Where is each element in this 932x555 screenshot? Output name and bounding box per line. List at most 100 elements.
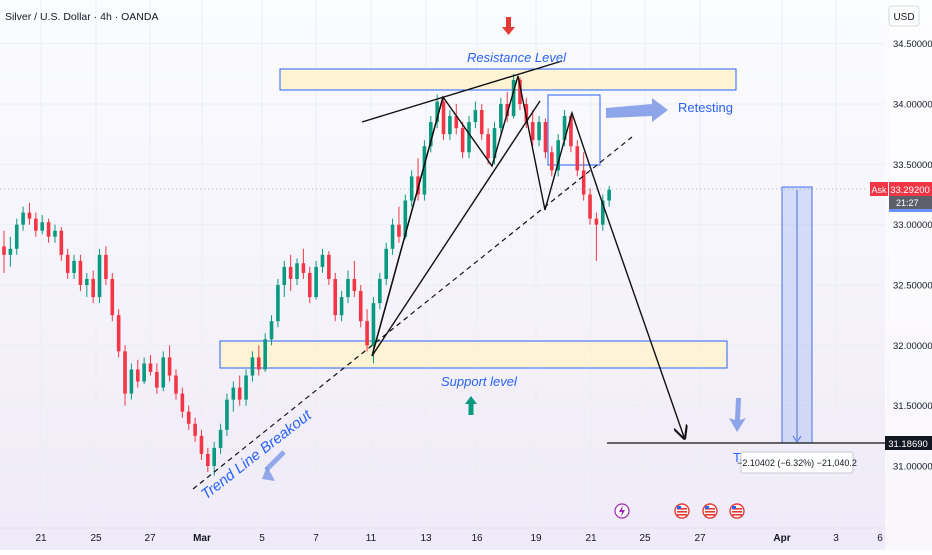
candle-body[interactable] bbox=[409, 176, 414, 201]
candle-body[interactable] bbox=[320, 254, 325, 267]
candle-body[interactable] bbox=[371, 303, 376, 346]
candle-body[interactable] bbox=[155, 371, 159, 388]
candle-body[interactable] bbox=[276, 285, 280, 322]
candle-body[interactable] bbox=[2, 246, 6, 255]
candle-body[interactable] bbox=[161, 357, 166, 388]
candle-body[interactable] bbox=[390, 224, 395, 249]
candle-body[interactable] bbox=[135, 369, 140, 382]
candle-body[interactable] bbox=[231, 387, 236, 400]
candle-body[interactable] bbox=[14, 224, 19, 249]
candle-body[interactable] bbox=[479, 110, 484, 135]
candle-body[interactable] bbox=[193, 423, 197, 436]
candle-body[interactable] bbox=[199, 435, 204, 454]
candle-body[interactable] bbox=[269, 321, 274, 340]
candle-body[interactable] bbox=[435, 101, 439, 123]
flash-event-icon[interactable] bbox=[614, 503, 630, 519]
candle-body[interactable] bbox=[550, 152, 554, 171]
candle-body[interactable] bbox=[85, 278, 89, 285]
candle-body[interactable] bbox=[288, 266, 293, 279]
retesting-label[interactable]: Retesting bbox=[678, 100, 733, 115]
candle-body[interactable] bbox=[460, 128, 465, 153]
candle-body[interactable] bbox=[282, 266, 287, 285]
candle-body[interactable] bbox=[65, 254, 70, 273]
candle-body[interactable] bbox=[594, 218, 599, 225]
candle-body[interactable] bbox=[530, 122, 535, 141]
candle-body[interactable] bbox=[365, 321, 369, 346]
candle-body[interactable] bbox=[441, 101, 446, 135]
candle-body[interactable] bbox=[562, 116, 567, 141]
retest-box[interactable] bbox=[547, 94, 601, 166]
candle-body[interactable] bbox=[34, 218, 38, 231]
candle-body[interactable] bbox=[384, 248, 388, 279]
candle-body[interactable] bbox=[97, 254, 102, 298]
candle-body[interactable] bbox=[556, 140, 560, 171]
candle-body[interactable] bbox=[499, 104, 503, 129]
us-flag-event-icon[interactable] bbox=[674, 503, 690, 519]
candle-body[interactable] bbox=[327, 254, 331, 279]
candle-body[interactable] bbox=[218, 429, 223, 448]
candle-body[interactable] bbox=[378, 278, 382, 304]
candle-body[interactable] bbox=[174, 375, 178, 394]
candle-body[interactable] bbox=[237, 387, 242, 400]
candle-body[interactable] bbox=[180, 393, 185, 412]
candle-body[interactable] bbox=[428, 122, 433, 147]
candle-body[interactable] bbox=[543, 122, 548, 153]
candle-body[interactable] bbox=[72, 260, 76, 273]
candle-body[interactable] bbox=[492, 128, 497, 159]
candle-body[interactable] bbox=[537, 122, 541, 141]
candle-body[interactable] bbox=[91, 278, 95, 298]
candle-body[interactable] bbox=[339, 297, 344, 316]
currency-button[interactable] bbox=[888, 5, 920, 27]
candle-body[interactable] bbox=[314, 266, 318, 298]
us-flag-event-icon[interactable] bbox=[729, 503, 745, 519]
candle-body[interactable] bbox=[116, 315, 121, 352]
candle-body[interactable] bbox=[129, 369, 134, 394]
candle-body[interactable] bbox=[588, 194, 592, 219]
candle-body[interactable] bbox=[511, 79, 516, 117]
candle-body[interactable] bbox=[358, 291, 363, 322]
support-zone[interactable] bbox=[219, 340, 728, 369]
candle-body[interactable] bbox=[333, 278, 338, 316]
us-flag-event-icon[interactable] bbox=[702, 503, 718, 519]
candle-body[interactable] bbox=[600, 200, 605, 225]
candle-body[interactable] bbox=[225, 399, 229, 430]
candle-body[interactable] bbox=[454, 116, 459, 129]
candle-body[interactable] bbox=[46, 222, 51, 237]
candle-body[interactable] bbox=[27, 212, 32, 219]
candle-body[interactable] bbox=[167, 357, 172, 376]
candle-body[interactable] bbox=[78, 260, 83, 285]
candle-body[interactable] bbox=[352, 278, 357, 292]
candle-body[interactable] bbox=[186, 411, 191, 424]
candle-body[interactable] bbox=[142, 363, 146, 382]
candle-body[interactable] bbox=[467, 122, 471, 153]
candle-body[interactable] bbox=[301, 263, 306, 273]
candle-body[interactable] bbox=[40, 222, 45, 231]
candle-body[interactable] bbox=[59, 230, 64, 255]
candle-body[interactable] bbox=[257, 357, 261, 370]
candle-body[interactable] bbox=[397, 224, 401, 237]
candle-body[interactable] bbox=[524, 104, 529, 123]
candle-body[interactable] bbox=[505, 104, 510, 117]
resistance-zone[interactable] bbox=[279, 68, 737, 91]
candle-body[interactable] bbox=[212, 447, 217, 466]
candle-body[interactable] bbox=[448, 116, 452, 135]
candle-body[interactable] bbox=[518, 79, 522, 104]
candle-body[interactable] bbox=[263, 339, 267, 370]
candle-body[interactable] bbox=[21, 212, 25, 225]
candle-body[interactable] bbox=[104, 254, 108, 279]
support-label[interactable]: Support level bbox=[441, 374, 518, 389]
candle-body[interactable] bbox=[244, 375, 248, 400]
candle-body[interactable] bbox=[486, 134, 490, 159]
candle-body[interactable] bbox=[110, 278, 115, 316]
candle-body[interactable] bbox=[148, 363, 153, 372]
candle-body[interactable] bbox=[569, 116, 573, 147]
resistance-label[interactable]: Resistance Level bbox=[467, 50, 567, 65]
symbol-title[interactable]: Silver / U.S. Dollar · 4h · OANDA bbox=[5, 11, 158, 23]
candle-body[interactable] bbox=[295, 263, 299, 279]
candle-body[interactable] bbox=[123, 351, 127, 394]
candle-body[interactable] bbox=[53, 230, 57, 237]
candle-body[interactable] bbox=[403, 200, 408, 237]
candle-body[interactable] bbox=[307, 272, 312, 298]
candle-body[interactable] bbox=[422, 146, 427, 195]
